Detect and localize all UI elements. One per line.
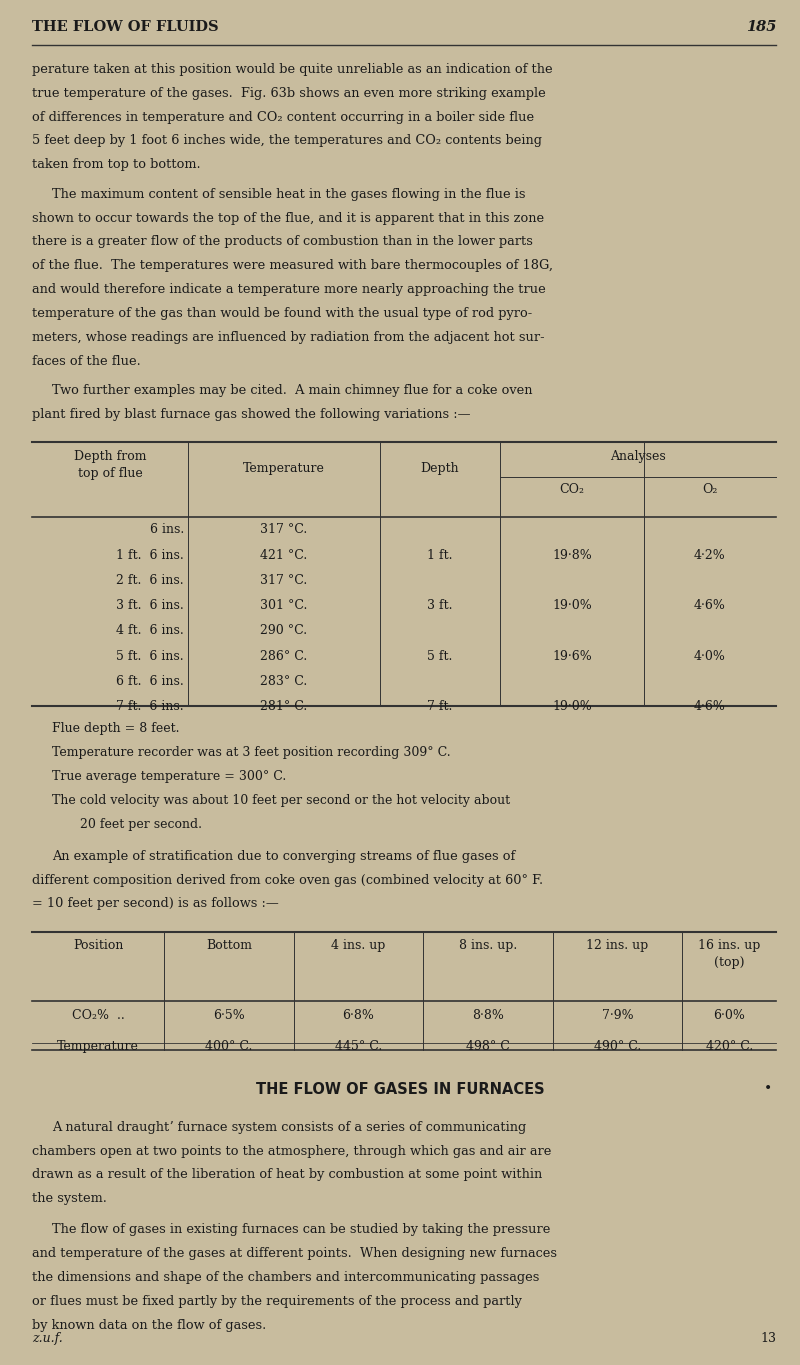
Text: 4·2%: 4·2% (694, 549, 726, 562)
Text: CO₂%  ..: CO₂% .. (72, 1009, 124, 1022)
Text: 4 ft.  6 ins.: 4 ft. 6 ins. (116, 624, 184, 637)
Text: the system.: the system. (32, 1192, 107, 1205)
Text: drawn as a result of the liberation of heat by combustion at some point within: drawn as a result of the liberation of h… (32, 1168, 542, 1182)
Text: The flow of gases in existing furnaces can be studied by taking the pressure: The flow of gases in existing furnaces c… (52, 1223, 550, 1237)
Text: THE FLOW OF FLUIDS: THE FLOW OF FLUIDS (32, 20, 218, 34)
Text: True average temperature = 300° C.: True average temperature = 300° C. (52, 770, 286, 784)
Text: 317 °C.: 317 °C. (260, 523, 308, 536)
Text: 420° C.: 420° C. (706, 1040, 753, 1054)
Text: 5 ft.  6 ins.: 5 ft. 6 ins. (116, 650, 184, 663)
Text: the dimensions and shape of the chambers and intercommunicating passages: the dimensions and shape of the chambers… (32, 1271, 539, 1284)
Text: 7 ft.  6 ins.: 7 ft. 6 ins. (116, 700, 184, 714)
Text: different composition derived from coke oven gas (combined velocity at 60° F.: different composition derived from coke … (32, 874, 543, 887)
Text: of the flue.  The temperatures were measured with bare thermocouples of 18G,: of the flue. The temperatures were measu… (32, 259, 553, 273)
Text: 4·0%: 4·0% (694, 650, 726, 663)
Text: 6 ft.  6 ins.: 6 ft. 6 ins. (116, 674, 184, 688)
Text: 8·8%: 8·8% (472, 1009, 504, 1022)
Text: THE FLOW OF GASES IN FURNACES: THE FLOW OF GASES IN FURNACES (256, 1082, 544, 1097)
Text: •: • (764, 1082, 772, 1096)
Text: O₂: O₂ (702, 482, 718, 495)
Text: of differences in temperature and CO₂ content occurring in a boiler side flue: of differences in temperature and CO₂ co… (32, 111, 534, 124)
Text: 290 °C.: 290 °C. (261, 624, 307, 637)
Text: 317 °C.: 317 °C. (260, 573, 308, 587)
Text: 1 ft.: 1 ft. (427, 549, 453, 562)
Text: 281° C.: 281° C. (260, 700, 308, 714)
Text: 8 ins. up.: 8 ins. up. (459, 939, 517, 953)
Text: and temperature of the gases at different points.  When designing new furnaces: and temperature of the gases at differen… (32, 1246, 557, 1260)
Text: Flue depth = 8 feet.: Flue depth = 8 feet. (52, 722, 179, 736)
Text: Temperature recorder was at 3 feet position recording 309° C.: Temperature recorder was at 3 feet posit… (52, 745, 450, 759)
Text: 6·8%: 6·8% (342, 1009, 374, 1022)
Text: 286° C.: 286° C. (260, 650, 308, 663)
Text: A natural draughtʼ furnace system consists of a series of communicating: A natural draughtʼ furnace system consis… (52, 1121, 526, 1134)
Text: 19·0%: 19·0% (552, 599, 592, 613)
Text: 283° C.: 283° C. (260, 674, 308, 688)
Text: Temperature: Temperature (243, 461, 325, 475)
Text: by known data on the flow of gases.: by known data on the flow of gases. (32, 1319, 266, 1332)
Text: 4 ins. up: 4 ins. up (331, 939, 386, 953)
Text: 3 ft.  6 ins.: 3 ft. 6 ins. (116, 599, 184, 613)
Text: An example of stratification due to converging streams of flue gases of: An example of stratification due to conv… (52, 849, 515, 863)
Text: 498° C: 498° C (466, 1040, 510, 1054)
Text: Position: Position (73, 939, 123, 953)
Text: 19·0%: 19·0% (552, 700, 592, 714)
Text: Bottom: Bottom (206, 939, 252, 953)
Text: temperature of the gas than would be found with the usual type of rod pyro-: temperature of the gas than would be fou… (32, 307, 532, 321)
Text: 20 feet per second.: 20 feet per second. (68, 818, 202, 831)
Text: 12 ins. up: 12 ins. up (586, 939, 649, 953)
Text: shown to occur towards the top of the flue, and it is apparent that in this zone: shown to occur towards the top of the fl… (32, 212, 544, 225)
Text: = 10 feet per second) is as follows :—: = 10 feet per second) is as follows :— (32, 897, 278, 910)
Text: 19·6%: 19·6% (552, 650, 592, 663)
Text: Depth from
top of flue: Depth from top of flue (74, 449, 146, 479)
Text: CO₂: CO₂ (559, 482, 585, 495)
Text: 421 °C.: 421 °C. (260, 549, 308, 562)
Text: The maximum content of sensible heat in the gases flowing in the flue is: The maximum content of sensible heat in … (52, 187, 526, 201)
Text: 400° C.: 400° C. (205, 1040, 253, 1054)
Text: z.u.f.: z.u.f. (32, 1331, 62, 1345)
Text: 6·0%: 6·0% (714, 1009, 745, 1022)
Text: Two further examples may be cited.  A main chimney flue for a coke oven: Two further examples may be cited. A mai… (52, 384, 533, 397)
Text: 5 feet deep by 1 foot 6 inches wide, the temperatures and CO₂ contents being: 5 feet deep by 1 foot 6 inches wide, the… (32, 135, 542, 147)
Text: Temperature: Temperature (57, 1040, 139, 1054)
Text: and would therefore indicate a temperature more nearly approaching the true: and would therefore indicate a temperatu… (32, 283, 546, 296)
Text: 19·8%: 19·8% (552, 549, 592, 562)
Text: 7·9%: 7·9% (602, 1009, 634, 1022)
Text: Depth: Depth (421, 461, 459, 475)
Text: 445° C.: 445° C. (334, 1040, 382, 1054)
Text: 301 °C.: 301 °C. (260, 599, 308, 613)
Text: 4·6%: 4·6% (694, 599, 726, 613)
Text: Analyses: Analyses (610, 449, 666, 463)
Text: or flues must be fixed partly by the requirements of the process and partly: or flues must be fixed partly by the req… (32, 1294, 522, 1308)
Text: 4·6%: 4·6% (694, 700, 726, 714)
Text: true temperature of the gases.  Fig. 63b shows an even more striking example: true temperature of the gases. Fig. 63b … (32, 87, 546, 100)
Text: 1 ft.  6 ins.: 1 ft. 6 ins. (116, 549, 184, 562)
Text: 5 ft.: 5 ft. (427, 650, 453, 663)
Text: 7 ft.: 7 ft. (427, 700, 453, 714)
Text: there is a greater flow of the products of combustion than in the lower parts: there is a greater flow of the products … (32, 235, 533, 248)
Text: 6 ins.: 6 ins. (150, 523, 184, 536)
Text: 490° C.: 490° C. (594, 1040, 642, 1054)
Text: taken from top to bottom.: taken from top to bottom. (32, 158, 201, 172)
Text: The cold velocity was about 10 feet per second or the hot velocity about: The cold velocity was about 10 feet per … (52, 793, 510, 807)
Text: perature taken at this position would be quite unreliable as an indication of th: perature taken at this position would be… (32, 63, 553, 76)
Text: 6·5%: 6·5% (213, 1009, 245, 1022)
Text: 2 ft.  6 ins.: 2 ft. 6 ins. (116, 573, 184, 587)
Text: 3 ft.: 3 ft. (427, 599, 453, 613)
Text: meters, whose readings are influenced by radiation from the adjacent hot sur-: meters, whose readings are influenced by… (32, 330, 545, 344)
Text: 185: 185 (746, 20, 776, 34)
Text: chambers open at two points to the atmosphere, through which gas and air are: chambers open at two points to the atmos… (32, 1144, 551, 1158)
Text: plant fired by blast furnace gas showed the following variations :—: plant fired by blast furnace gas showed … (32, 408, 470, 422)
Text: faces of the flue.: faces of the flue. (32, 355, 141, 369)
Text: 13: 13 (760, 1331, 776, 1345)
Text: 16 ins. up
(top): 16 ins. up (top) (698, 939, 760, 969)
